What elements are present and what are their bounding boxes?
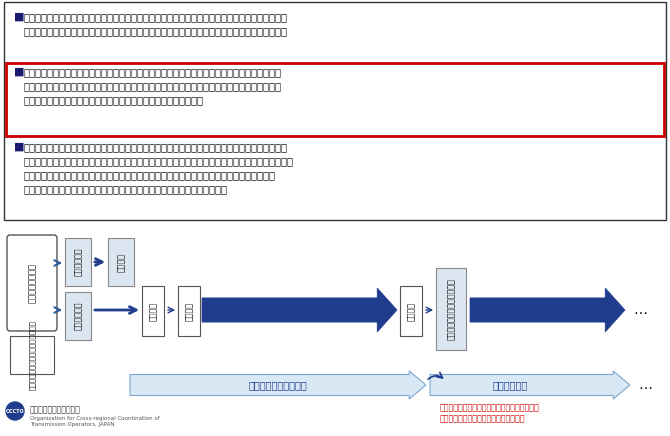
- Text: 電力広域的運営推進機関: 電力広域的運営推進機関: [30, 405, 81, 414]
- Text: 設備増強: 設備増強: [117, 252, 125, 272]
- Text: ノンファーム型接続の「試行」とは、適用系統を「増強困難系統」に限定した上で、平常時の出
力抑制を許容すること、および将来のノンファーム型接続の制度導入後は、将来: ノンファーム型接続の「試行」とは、適用系統を「増強困難系統」に限定した上で、平常…: [24, 67, 282, 105]
- Text: …: …: [633, 303, 647, 317]
- Text: 試行開始: 試行開始: [149, 302, 157, 320]
- Text: 試行から正式な制度へと移行する際、制度設計
によっては不利益が生じる可能性がある: 試行から正式な制度へと移行する際、制度設計 によっては不利益が生じる可能性がある: [440, 403, 540, 424]
- Polygon shape: [470, 288, 625, 332]
- Polygon shape: [430, 371, 630, 399]
- Text: 増強困難系統: 増強困難系統: [74, 302, 82, 330]
- Text: …: …: [638, 378, 652, 392]
- Text: 増強可能系統: 増強可能系統: [74, 248, 82, 276]
- Text: 「試行」ノンファーム: 「試行」ノンファーム: [249, 380, 308, 390]
- Text: ■: ■: [14, 142, 25, 152]
- FancyBboxPatch shape: [65, 238, 91, 286]
- Text: 増強困難系統判断: 増強困難系統判断: [27, 263, 36, 303]
- Polygon shape: [130, 371, 426, 399]
- FancyBboxPatch shape: [7, 235, 57, 331]
- Text: Organization for Cross-regional Coordination of
Transmission Operators, JAPAN: Organization for Cross-regional Coordina…: [30, 416, 159, 427]
- Text: この対応として、「増強困難系統」と判断された系統については、ノンファーム型接続の制度導入
までの間、制度設計のための「試行」という形でノンファーム型接続を行うこ: この対応として、「増強困難系統」と判断された系統については、ノンファーム型接続の…: [24, 12, 288, 36]
- FancyBboxPatch shape: [10, 336, 54, 374]
- Text: 系統接続: 系統接続: [184, 302, 194, 320]
- Text: 試行終了: 試行終了: [407, 302, 415, 320]
- FancyBboxPatch shape: [65, 292, 91, 340]
- Text: ノンファーム: ノンファーム: [492, 380, 528, 390]
- Text: ■: ■: [14, 67, 25, 77]
- Polygon shape: [202, 288, 397, 332]
- Text: OCCTO: OCCTO: [5, 409, 24, 413]
- FancyBboxPatch shape: [400, 286, 422, 336]
- Text: ■: ■: [14, 12, 25, 22]
- FancyBboxPatch shape: [436, 268, 466, 350]
- Text: ノンファーム型接続制度導入: ノンファーム型接続制度導入: [446, 278, 456, 340]
- FancyBboxPatch shape: [108, 238, 134, 286]
- Circle shape: [6, 402, 24, 420]
- Text: 費用対効果等により広域機関で判断: 費用対効果等により広域機関で判断: [29, 320, 36, 390]
- FancyBboxPatch shape: [6, 63, 664, 136]
- Text: 今後のノンファーム型接続の制度設計の結果によっては、「試行」ノンファーム電源に不利益が生
じる可能性がある。その内容は制度設計の中で整理していくことになるため、: 今後のノンファーム型接続の制度設計の結果によっては、「試行」ノンファーム電源に不…: [24, 142, 294, 194]
- FancyBboxPatch shape: [142, 286, 164, 336]
- FancyBboxPatch shape: [4, 2, 666, 220]
- FancyBboxPatch shape: [178, 286, 200, 336]
